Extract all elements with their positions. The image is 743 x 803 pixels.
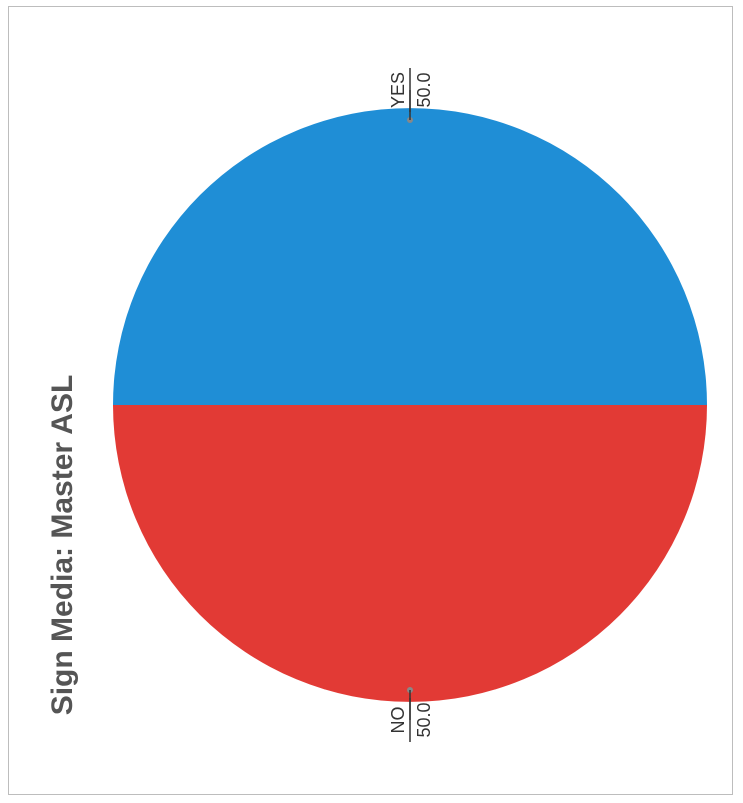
chart-title: Sign Media: Master ASL (46, 375, 79, 716)
slice-label-yes: YES (388, 72, 408, 108)
slice-value-yes: 50.0 (414, 72, 434, 107)
chart-frame (8, 6, 733, 795)
slice-label-no: NO (388, 707, 408, 734)
pie-slices (113, 108, 707, 702)
slice-value-no: 50.0 (414, 702, 434, 737)
pie-slice-yes (113, 108, 707, 405)
pie-labels: YES 50.0 NO 50.0 (388, 68, 434, 742)
pie-slice-no (113, 405, 707, 702)
